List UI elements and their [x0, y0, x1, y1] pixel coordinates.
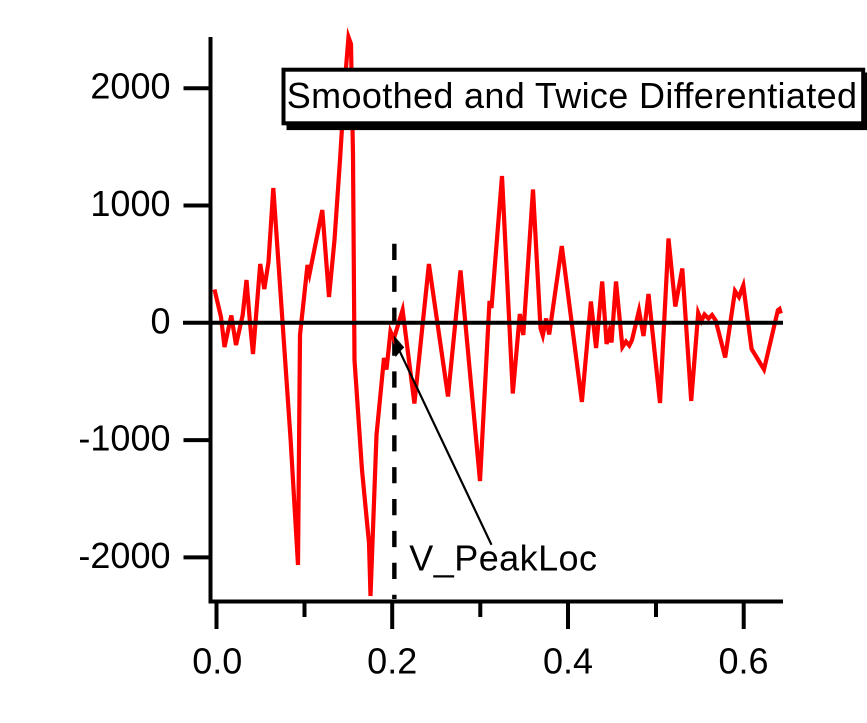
svg-text:2000: 2000 — [90, 66, 170, 107]
svg-text:-1000: -1000 — [78, 418, 170, 459]
svg-text:-2000: -2000 — [78, 535, 170, 576]
svg-text:1000: 1000 — [90, 183, 170, 224]
svg-text:V_PeakLoc: V_PeakLoc — [409, 537, 597, 578]
svg-text:0: 0 — [150, 300, 170, 341]
svg-text:0.6: 0.6 — [718, 640, 768, 681]
svg-text:0.0: 0.0 — [192, 640, 242, 681]
svg-text:0.2: 0.2 — [367, 640, 417, 681]
svg-text:0.4: 0.4 — [543, 640, 593, 681]
svg-text:Smoothed and Twice Differentia: Smoothed and Twice Differentiated — [287, 75, 858, 116]
